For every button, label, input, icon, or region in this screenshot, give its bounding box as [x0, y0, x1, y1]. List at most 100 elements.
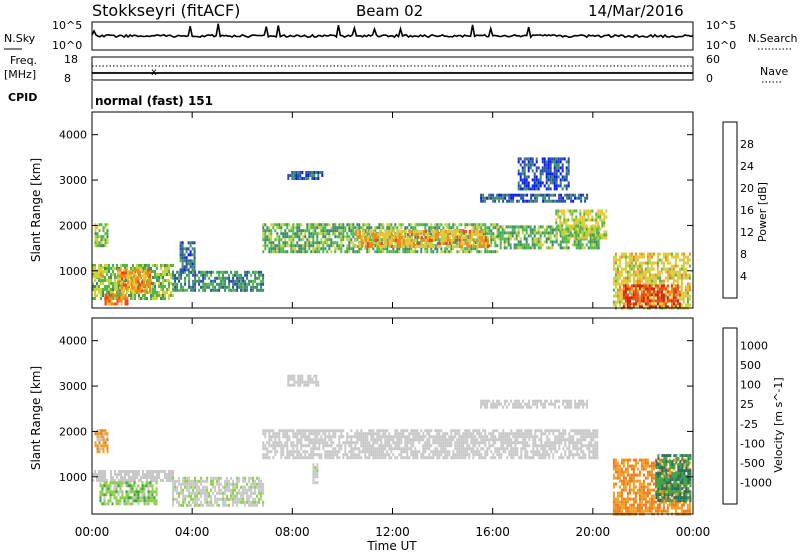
heatmap-cell	[258, 488, 261, 492]
heatmap-cell	[372, 247, 375, 251]
heatmap-cell	[626, 261, 629, 265]
heatmap-cell	[133, 280, 135, 284]
heatmap-cell	[556, 199, 559, 203]
heatmap-cell	[503, 231, 506, 235]
heatmap-cell	[464, 242, 467, 245]
heatmap-cell	[280, 250, 283, 254]
heatmap-cell	[123, 283, 125, 287]
heatmap-cell	[102, 226, 105, 230]
heatmap-cell	[370, 230, 373, 233]
heatmap-cell	[517, 172, 520, 176]
heatmap-cell	[262, 229, 265, 233]
heatmap-cell	[424, 241, 427, 245]
heatmap-cell	[132, 473, 134, 476]
heatmap-cell	[98, 470, 100, 473]
heatmap-cell	[122, 476, 124, 479]
heatmap-cell	[94, 279, 96, 282]
heatmap-cell	[148, 264, 150, 267]
heatmap-cell	[686, 288, 689, 292]
heatmap-cell	[551, 178, 554, 182]
heatmap-cell	[98, 266, 100, 270]
heatmap-cell	[127, 484, 130, 488]
heatmap-cell	[112, 282, 114, 285]
heatmap-cell	[372, 453, 375, 457]
heatmap-cell	[296, 232, 299, 236]
heatmap-cell	[506, 193, 509, 197]
heatmap-cell	[494, 196, 497, 200]
heatmap-cell	[101, 487, 104, 491]
heatmap-cell	[434, 453, 437, 457]
heatmap-cell	[658, 276, 661, 280]
heatmap-cell	[462, 456, 465, 460]
heatmap-cell	[480, 223, 483, 227]
heatmap-cell	[292, 435, 295, 439]
heatmap-cell	[124, 476, 126, 479]
heatmap-cell	[356, 230, 359, 233]
heatmap-cell	[464, 236, 467, 239]
heatmap-cell	[380, 242, 383, 245]
heatmap-cell	[141, 484, 144, 488]
heatmap-cell	[103, 493, 106, 497]
heatmap-cell	[200, 479, 203, 483]
heatmap-cell	[616, 273, 619, 277]
heatmap-cell	[398, 453, 401, 457]
heatmap-cell	[486, 236, 489, 239]
heatmap-cell	[513, 237, 516, 241]
heatmap-cell	[300, 438, 303, 442]
heatmap-cell	[128, 473, 130, 476]
heatmap-cell	[470, 250, 473, 254]
heatmap-cell	[555, 221, 558, 225]
heatmap-cell	[460, 447, 463, 451]
heatmap-cell	[668, 290, 671, 294]
heatmap-cell	[422, 450, 425, 454]
heatmap-cell	[278, 444, 281, 448]
heatmap-cell	[599, 215, 602, 219]
heatmap-cell	[492, 238, 495, 242]
heatmap-cell	[133, 274, 135, 278]
heatmap-cell	[560, 199, 563, 203]
heatmap-cell	[577, 236, 580, 240]
heatmap-cell	[402, 250, 405, 254]
heatmap-cell	[98, 269, 100, 273]
heatmap-cell	[624, 255, 627, 259]
heatmap-cell	[551, 160, 554, 164]
heatmap-cell	[416, 450, 419, 454]
heatmap-cell	[301, 177, 304, 180]
heatmap-cell	[624, 261, 627, 265]
heatmap-cell	[152, 288, 154, 291]
heatmap-cell	[222, 276, 225, 280]
heatmap-cell	[122, 470, 124, 473]
heatmap-cell	[640, 270, 643, 274]
heatmap-cell	[144, 267, 146, 270]
heatmap-cell	[668, 276, 671, 280]
heatmap-cell	[618, 282, 621, 286]
heatmap-cell	[110, 282, 112, 285]
heatmap-cell	[352, 241, 355, 245]
heatmap-cell	[446, 236, 449, 239]
heatmap-cell	[116, 294, 118, 297]
heatmap-cell	[442, 441, 445, 445]
heatmap-cell	[230, 494, 233, 498]
freq-tick-bottom: 8	[64, 72, 71, 85]
heatmap-cell	[420, 232, 423, 236]
heatmap-cell	[386, 247, 389, 251]
heatmap-cell	[300, 247, 303, 251]
heatmap-cell	[662, 279, 665, 283]
heatmap-cell	[328, 450, 331, 454]
heatmap-cell	[102, 432, 105, 436]
freq-unit: [MHz]	[4, 68, 36, 81]
heatmap-cell	[100, 291, 102, 294]
heatmap-cell	[424, 233, 427, 236]
heatmap-cell	[579, 209, 582, 213]
heatmap-cell	[318, 244, 321, 248]
heatmap-cell	[642, 276, 645, 280]
heatmap-cell	[189, 262, 192, 266]
heatmap-cell	[149, 280, 151, 284]
heatmap-cell	[154, 297, 156, 300]
heatmap-cell	[134, 297, 136, 300]
heatmap-cell	[378, 230, 381, 233]
heatmap-cell	[402, 239, 405, 242]
heatmap-cell	[198, 279, 201, 283]
heatmap-cell	[628, 305, 631, 309]
heatmap-cell	[204, 497, 207, 501]
